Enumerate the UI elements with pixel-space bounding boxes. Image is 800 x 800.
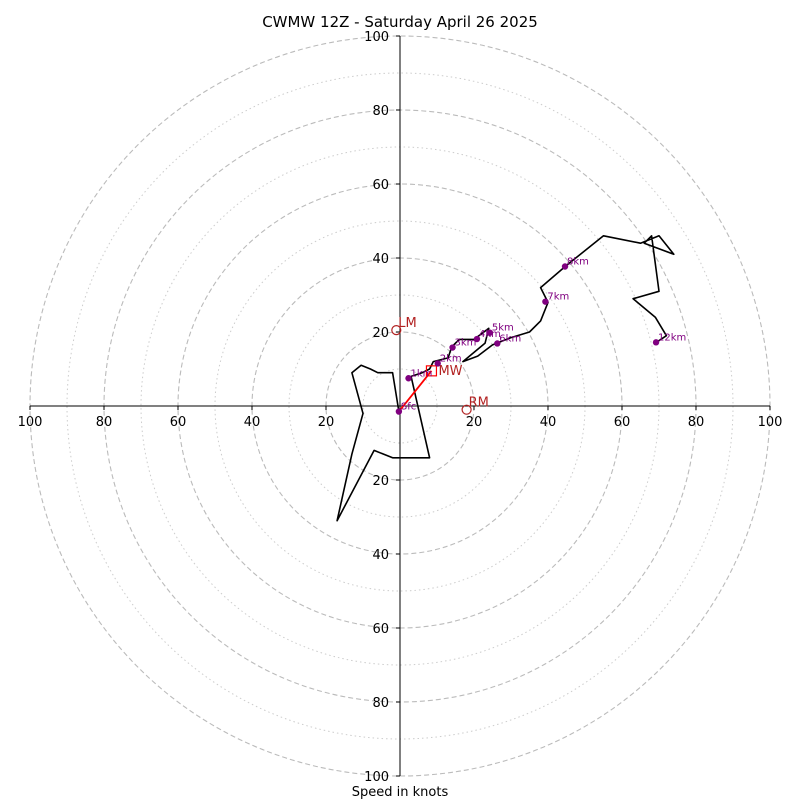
height-marker-point bbox=[405, 375, 412, 382]
height-marker-point bbox=[434, 360, 441, 367]
right-mover-label: RM bbox=[469, 396, 489, 411]
y-tick-label: 60 bbox=[372, 622, 389, 637]
y-tick-label: 100 bbox=[364, 770, 389, 785]
mean-wind-marker bbox=[425, 365, 438, 377]
x-tick-label: 100 bbox=[758, 415, 783, 430]
height-marker-label: Sfc bbox=[401, 402, 416, 413]
height-marker-point bbox=[494, 340, 501, 347]
mean-wind-vector bbox=[398, 370, 433, 413]
y-tick-label: 60 bbox=[372, 178, 389, 193]
mean-wind-vector-group: MW bbox=[398, 364, 463, 413]
height-marker-point bbox=[542, 298, 549, 305]
x-axis-label: Speed in knots bbox=[352, 785, 449, 800]
x-tick-label: 20 bbox=[318, 415, 335, 430]
x-tick-label: 60 bbox=[170, 415, 187, 430]
y-tick-labels: 100 80 60 40 20 20 40 60 80 100 bbox=[364, 30, 400, 785]
height-marker-label: 12km bbox=[658, 332, 686, 343]
y-tick-label: 20 bbox=[372, 474, 389, 489]
x-tick-label: 40 bbox=[244, 415, 261, 430]
height-marker-point bbox=[473, 335, 481, 343]
hodograph-trace-group bbox=[336, 235, 675, 522]
x-tick-labels: 100 80 60 40 20 20 40 60 80 100 bbox=[18, 406, 783, 430]
hodograph-trace bbox=[336, 235, 675, 522]
y-tick-label: 40 bbox=[372, 252, 389, 267]
height-marker-label: 7km bbox=[547, 292, 569, 303]
height-marker-point bbox=[486, 329, 494, 336]
height-marker-point bbox=[652, 339, 660, 346]
height-marker-label: 3km bbox=[455, 338, 477, 349]
height-marker-label: 8km bbox=[567, 257, 589, 268]
x-tick-label: 60 bbox=[614, 415, 631, 430]
y-tick-label: 80 bbox=[372, 104, 389, 119]
axes bbox=[30, 36, 770, 776]
y-tick-label: 80 bbox=[372, 696, 389, 711]
chart-title: CWMW 12Z - Saturday April 26 2025 bbox=[262, 13, 538, 31]
height-marker-label: 1km bbox=[411, 368, 433, 379]
x-tick-label: 100 bbox=[18, 415, 43, 430]
x-tick-label: 40 bbox=[540, 415, 557, 430]
x-tick-label: 80 bbox=[96, 415, 113, 430]
storm-motions: LM RM bbox=[391, 316, 489, 415]
height-marker-point bbox=[395, 408, 403, 415]
y-tick-label: 100 bbox=[364, 30, 389, 45]
height-marker-point bbox=[449, 344, 456, 351]
height-marker-label: 5km bbox=[492, 323, 514, 334]
left-mover-label: LM bbox=[398, 316, 416, 331]
mean-wind-label: MW bbox=[438, 364, 462, 379]
left-mover-marker bbox=[391, 325, 402, 336]
y-tick-label: 40 bbox=[372, 548, 389, 563]
right-mover-marker bbox=[461, 404, 472, 415]
x-tick-label: 80 bbox=[688, 415, 705, 430]
height-marker-label: 2km bbox=[440, 353, 462, 364]
height-marker-point bbox=[561, 263, 569, 270]
y-tick-label: 20 bbox=[372, 326, 389, 341]
height-marker-label: 6km bbox=[499, 333, 521, 344]
x-tick-label: 20 bbox=[466, 415, 483, 430]
height-markers: Sfc1km2km3km4km5km6km7km8km12km bbox=[395, 257, 686, 415]
